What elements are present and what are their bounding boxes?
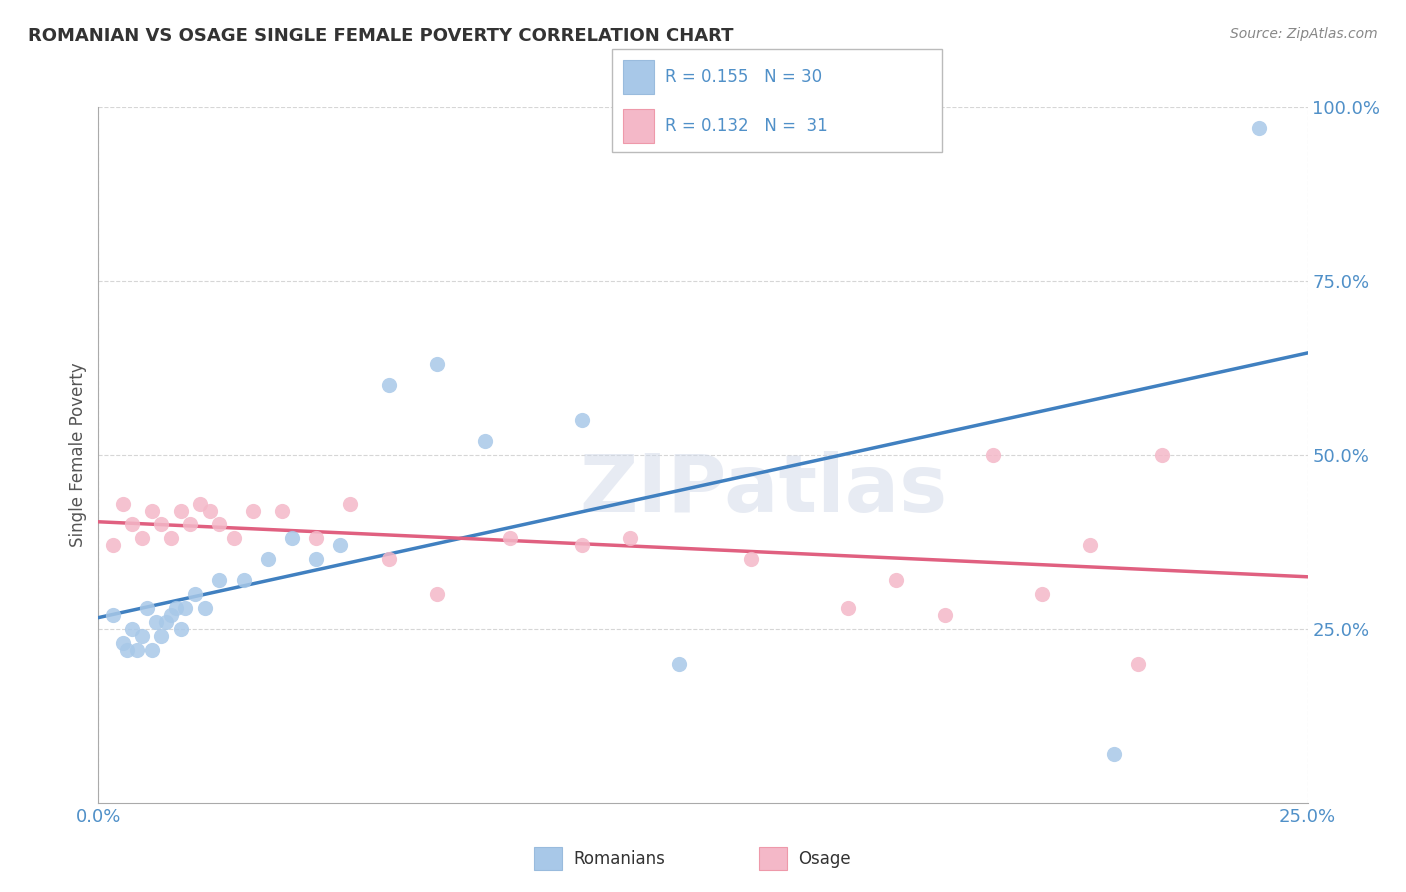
Point [837,601,859,615]
Point [135,601,157,615]
Point [141,642,163,657]
Point [160,607,183,622]
Point [740,552,762,566]
Point [188,497,211,511]
Point [242,503,264,517]
Point [194,601,217,615]
Point [571,413,593,427]
Text: Source: ZipAtlas.com: Source: ZipAtlas.com [1230,27,1378,41]
Point [169,503,191,517]
Point [377,552,399,566]
Point [141,503,163,517]
Point [1078,538,1101,552]
Point [886,573,908,587]
Point [111,497,134,511]
Point [498,532,520,546]
Point [208,517,231,532]
Point [150,629,173,643]
Point [281,532,304,546]
Point [1031,587,1053,601]
Text: Romanians: Romanians [574,849,665,868]
Y-axis label: Single Female Poverty: Single Female Poverty [69,363,87,547]
Point [127,642,149,657]
Point [339,497,361,511]
Point [160,532,183,546]
Point [111,636,134,650]
Point [131,629,153,643]
Point [131,532,153,546]
Point [619,532,641,546]
Text: Osage: Osage [799,849,851,868]
Point [305,532,328,546]
Point [165,601,187,615]
Point [377,378,399,392]
Point [1102,747,1125,761]
Point [426,358,449,372]
Point [117,642,139,657]
Point [934,607,956,622]
Point [101,538,124,552]
Point [222,532,245,546]
Text: R = 0.155   N = 30: R = 0.155 N = 30 [665,68,823,86]
Text: ZIPatlas: ZIPatlas [579,450,948,529]
Point [155,615,177,629]
Point [169,622,191,636]
Point [256,552,278,566]
Point [668,657,690,671]
Point [1249,120,1271,135]
Point [232,573,254,587]
Point [121,517,143,532]
Point [145,615,167,629]
Point [305,552,328,566]
Point [101,607,124,622]
Point [271,503,294,517]
Point [1152,448,1174,462]
Text: ROMANIAN VS OSAGE SINGLE FEMALE POVERTY CORRELATION CHART: ROMANIAN VS OSAGE SINGLE FEMALE POVERTY … [28,27,734,45]
Point [474,434,496,448]
Point [981,448,1004,462]
Point [571,538,593,552]
Point [150,517,173,532]
Point [426,587,449,601]
Point [121,622,143,636]
Point [184,587,207,601]
Point [174,601,197,615]
Point [329,538,352,552]
Point [1128,657,1150,671]
Text: R = 0.132   N =  31: R = 0.132 N = 31 [665,117,828,135]
Point [208,573,231,587]
Point [198,503,221,517]
Point [179,517,201,532]
